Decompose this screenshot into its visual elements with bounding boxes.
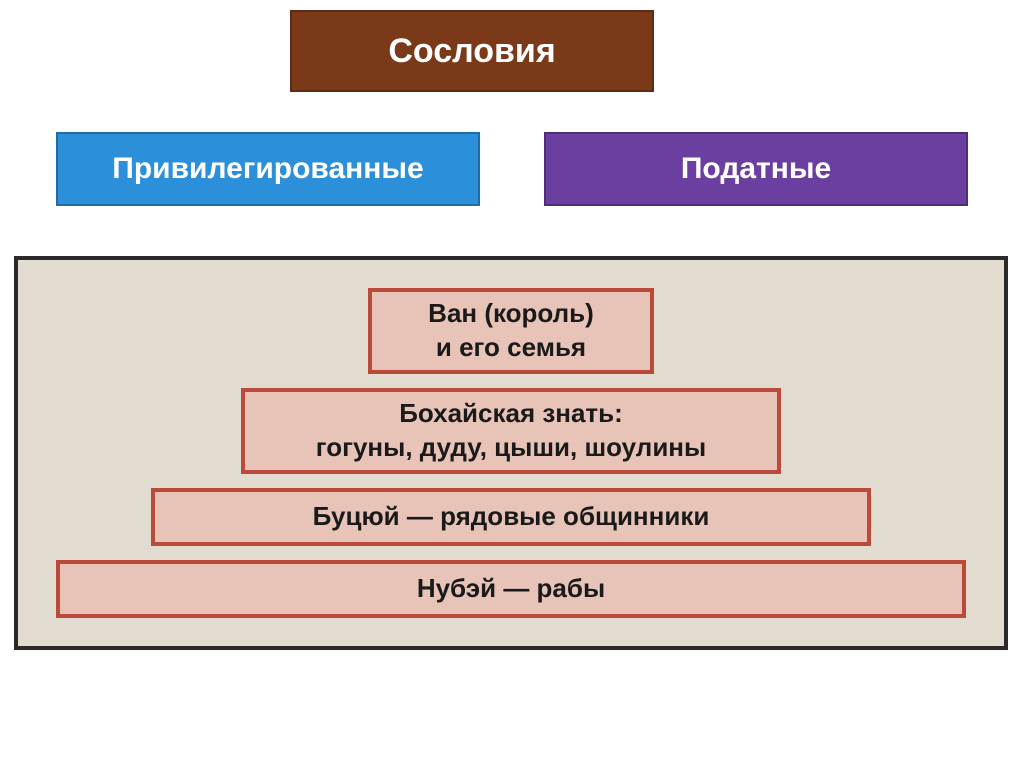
pyramid-level-2-line1: Бохайская знать: — [399, 397, 623, 431]
pyramid-level-1-line2: и его семья — [436, 331, 586, 365]
pyramid-level-2: Бохайская знать:гогуны, дуду, цыши, шоул… — [241, 388, 781, 474]
category-taxable-label: Податные — [681, 152, 831, 186]
pyramid-level-3: Буцюй — рядовые общинники — [151, 488, 871, 546]
category-privileged: Привилегированные — [56, 132, 480, 206]
pyramid-level-3-line1: Буцюй — рядовые общинники — [313, 500, 710, 534]
pyramid-level-4-line1: Нубэй — рабы — [417, 572, 605, 606]
category-privileged-label: Привилегированные — [112, 152, 423, 186]
category-row: Привилегированные Податные — [0, 132, 1024, 206]
title-text: Сословия — [388, 32, 555, 71]
title-box: Сословия — [290, 10, 654, 92]
pyramid-frame: Ван (король)и его семья Бохайская знать:г… — [14, 256, 1008, 650]
pyramid-level-1: Ван (король)и его семья — [368, 288, 654, 374]
pyramid-level-2-line2: гогуны, дуду, цыши, шоулины — [316, 431, 706, 465]
category-taxable: Податные — [544, 132, 968, 206]
pyramid-level-1-line1: Ван (король) — [428, 297, 594, 331]
pyramid-level-4: Нубэй — рабы — [56, 560, 966, 618]
